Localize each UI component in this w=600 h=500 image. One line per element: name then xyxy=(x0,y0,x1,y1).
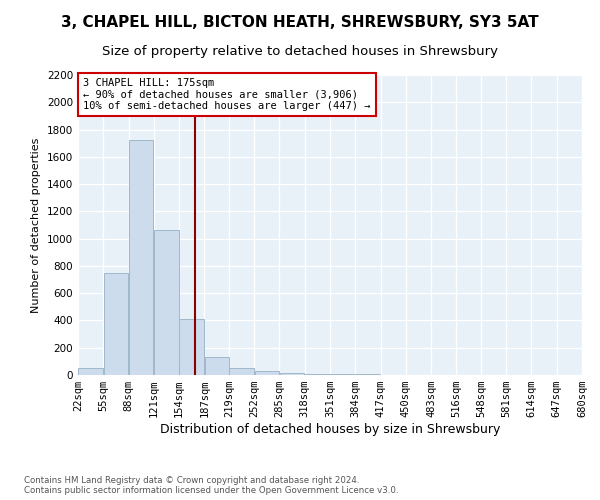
Bar xyxy=(179,319,204,375)
Bar xyxy=(154,230,179,375)
X-axis label: Distribution of detached houses by size in Shrewsbury: Distribution of detached houses by size … xyxy=(160,423,500,436)
Text: Contains HM Land Registry data © Crown copyright and database right 2024.
Contai: Contains HM Land Registry data © Crown c… xyxy=(24,476,398,495)
Bar xyxy=(79,368,103,375)
Bar xyxy=(331,374,355,375)
Bar xyxy=(305,374,329,375)
Bar xyxy=(229,368,254,375)
Bar xyxy=(104,272,128,375)
Bar xyxy=(129,140,154,375)
Bar xyxy=(254,371,279,375)
Text: Size of property relative to detached houses in Shrewsbury: Size of property relative to detached ho… xyxy=(102,45,498,58)
Text: 3, CHAPEL HILL, BICTON HEATH, SHREWSBURY, SY3 5AT: 3, CHAPEL HILL, BICTON HEATH, SHREWSBURY… xyxy=(61,15,539,30)
Y-axis label: Number of detached properties: Number of detached properties xyxy=(31,138,41,312)
Bar xyxy=(205,358,229,375)
Bar xyxy=(356,374,380,375)
Text: 3 CHAPEL HILL: 175sqm
← 90% of detached houses are smaller (3,906)
10% of semi-d: 3 CHAPEL HILL: 175sqm ← 90% of detached … xyxy=(83,78,371,111)
Bar xyxy=(280,373,304,375)
